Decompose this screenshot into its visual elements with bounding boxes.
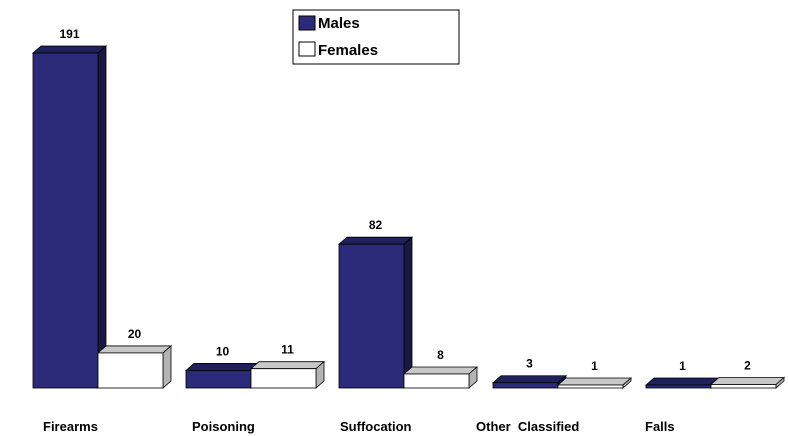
bar-front-males-0 <box>32 52 99 389</box>
bar-top-males-3 <box>491 375 568 384</box>
bar-front-females-1 <box>250 368 317 389</box>
legend-swatch-females <box>298 41 316 57</box>
category-label-1: Poisoning <box>192 419 255 434</box>
bar-females-4 <box>709 376 786 389</box>
bar-top-males-4 <box>644 377 721 386</box>
bar-front-females-2 <box>403 373 470 389</box>
category-labels: Firearms Poisoning Suffocation Other Classi… <box>43 419 675 434</box>
data-label-females-1: 11 <box>281 343 294 357</box>
bar-front-females-0 <box>97 352 164 389</box>
bar-front-males-1 <box>185 370 252 389</box>
bar-females-1 <box>249 360 326 389</box>
bars-layer <box>31 45 786 389</box>
data-label-males-3: 3 <box>526 357 533 371</box>
bar-top-males-1 <box>184 363 261 371</box>
data-label-males-0: 191 <box>59 27 79 41</box>
bar-side-males-2 <box>403 236 413 389</box>
category-label-4: Falls <box>645 419 675 434</box>
data-label-males-4: 1 <box>679 359 686 373</box>
bar-females-2 <box>402 366 479 389</box>
data-label-males-2: 82 <box>369 218 383 232</box>
data-label-females-4: 2 <box>744 358 751 372</box>
bar-front-males-4 <box>645 384 712 389</box>
bar-males-0 <box>31 45 108 389</box>
bar-top-males-2 <box>337 236 414 245</box>
bar-males-2 <box>337 236 414 389</box>
data-label-males-1: 10 <box>216 344 230 358</box>
bar-males-1 <box>184 362 261 389</box>
bar-males-4 <box>644 377 721 389</box>
bar-side-females-0 <box>162 345 172 389</box>
data-label-females-2: 8 <box>437 348 444 362</box>
legend-swatch-males <box>298 15 316 31</box>
legend-label-females: Females <box>318 42 378 59</box>
category-label-3: Other Classified <box>476 419 579 434</box>
category-label-2: Suffocation <box>340 419 412 434</box>
bar-females-3 <box>556 377 633 389</box>
bar-front-females-3 <box>557 384 624 389</box>
bar-males-3 <box>491 374 568 389</box>
bar-top-females-3 <box>556 377 633 386</box>
bar-top-females-2 <box>402 366 479 375</box>
data-label-females-3: 1 <box>591 359 598 373</box>
bar-front-males-2 <box>338 243 405 389</box>
bar-front-males-3 <box>492 382 559 389</box>
legend-box <box>292 9 460 65</box>
legend: Males Females <box>292 9 460 65</box>
category-label-0: Firearms <box>43 419 98 434</box>
bar-top-females-4 <box>709 377 786 385</box>
bar-front-females-4 <box>710 384 777 389</box>
bar-females-0 <box>96 345 173 389</box>
bar-top-females-1 <box>249 361 326 370</box>
data-label-females-0: 20 <box>128 327 142 341</box>
legend-label-males: Males <box>318 15 360 32</box>
bar-side-males-0 <box>97 45 107 389</box>
bar-top-males-0 <box>31 45 108 54</box>
bar-top-females-0 <box>96 345 173 354</box>
